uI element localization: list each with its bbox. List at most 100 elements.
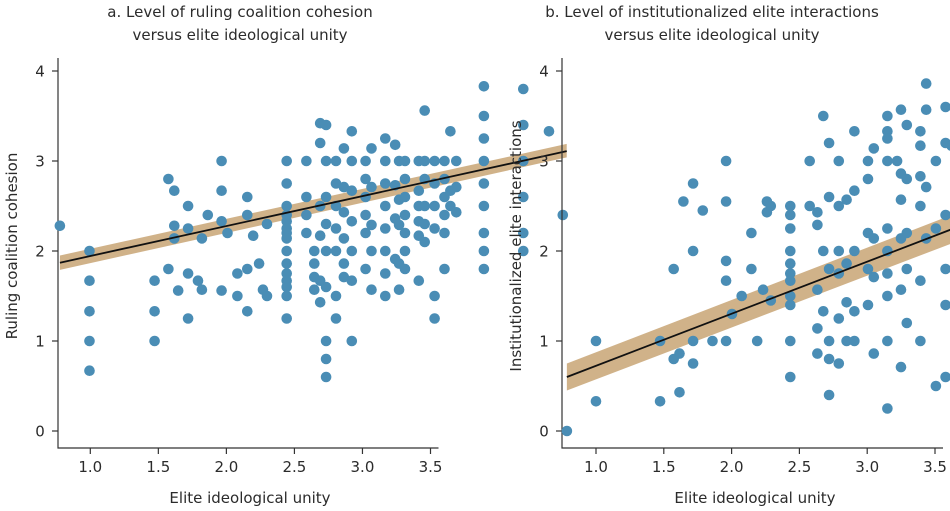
panel-b-data-point	[901, 119, 913, 131]
panel-a-data-point	[399, 173, 411, 185]
panel-a-y-tick-label: 2	[35, 243, 45, 261]
panel-a-data-point	[232, 290, 243, 302]
panel-a-data-point	[216, 216, 227, 227]
panel-a-data-point	[380, 178, 391, 189]
panel-a-data-point	[543, 126, 555, 137]
panel-b-data-point	[707, 335, 718, 347]
panel-a-data-point	[419, 200, 431, 212]
panel-b-data-point	[930, 155, 942, 167]
panel-a-data-point	[192, 275, 204, 287]
panel-b-data-point	[674, 387, 685, 398]
panel-b-data-point	[901, 263, 913, 275]
panel-a-data-point	[518, 119, 529, 131]
panel-a-fit-line	[59, 150, 567, 264]
panel-a-data-point	[393, 219, 405, 231]
panel-b-data-point	[751, 335, 763, 347]
panel-b-data-point	[812, 207, 823, 218]
panel-a-data-point	[253, 258, 265, 269]
panel-a-data-point	[172, 285, 184, 296]
panel-a-data-point	[338, 233, 350, 244]
panel-b-data-point	[804, 155, 815, 167]
panel-a-x-tick-label: 3.5	[419, 458, 443, 476]
panel-a-data-point	[399, 245, 411, 257]
panel-b-data-point	[687, 335, 699, 347]
panel-a-data-point	[301, 155, 312, 167]
panel-b-data-point	[674, 348, 685, 359]
panel-b-data-point	[687, 178, 699, 189]
panel-b-data-point	[785, 245, 796, 257]
panel-a-data-point	[366, 181, 377, 193]
panel-b-data-point	[668, 263, 679, 275]
panel-a-data-point	[346, 275, 358, 287]
panel-b-x-tick-label: 2.5	[787, 458, 811, 476]
panel-a-data-point	[232, 268, 243, 279]
panel-b-y-tick-label: 0	[539, 423, 549, 441]
panel-b-data-point	[561, 425, 573, 437]
panel-a-data-point	[439, 209, 450, 221]
panel-b-x-tick-label: 1.0	[584, 458, 608, 476]
panel-b-data-point	[882, 268, 893, 279]
panel-a-data-point	[346, 335, 358, 347]
panel-a-data-point	[399, 209, 411, 221]
panel-a-data-point	[360, 263, 371, 275]
panel-b-data-point	[862, 299, 874, 311]
panel-b-data-point	[823, 137, 835, 149]
panel-a-data-point	[247, 230, 259, 241]
panel-a-data-point	[309, 284, 320, 296]
panel-b-x-axis-label: Elite ideological unity	[674, 489, 835, 507]
panel-b-data-point	[812, 219, 823, 231]
panel-a-data-point	[202, 209, 214, 221]
panel-b-plot-area: 0 1 2 3 4 1.0 1.5 2.0 2.5 3.0 3.5	[539, 58, 950, 476]
panel-a-data-point	[330, 313, 342, 324]
panel-a-data-point	[314, 230, 326, 241]
panel-b-data-point	[833, 245, 845, 257]
panel-b-data-point	[590, 335, 602, 347]
panel-a-data-point	[84, 365, 95, 377]
panel-a-data-point	[360, 209, 371, 221]
panel-a-data-point	[242, 191, 253, 203]
panel-b-data-point	[862, 155, 874, 167]
panel-a-x-tick-label: 2.0	[214, 458, 238, 476]
panel-b-data-point	[823, 263, 835, 275]
panel-b-x-tick-label: 2.0	[720, 458, 744, 476]
panel-a-data-point	[309, 245, 320, 257]
panel-a-data-point	[182, 223, 194, 234]
panel-a-x-axis-label: Elite ideological unity	[169, 489, 330, 507]
panel-a-data-point	[478, 133, 490, 144]
panel-b-data-point	[785, 223, 796, 234]
panel-a-subtitle: versus elite ideological unity	[132, 26, 347, 44]
panel-a-data-point	[314, 297, 326, 308]
panel-a-x-tick-label: 2.5	[282, 458, 306, 476]
panel-a-data-point	[320, 218, 332, 230]
panel-a-data-point	[366, 284, 377, 296]
panel-a-data-point	[360, 155, 371, 167]
panel-a-data-point	[478, 81, 490, 92]
panel-a-y-tick-label: 3	[35, 153, 45, 171]
panel-b-data-point	[785, 290, 796, 302]
panel-a-data-point	[557, 209, 569, 221]
panel-b-data-point	[823, 335, 835, 347]
panel-b-data-point	[833, 200, 845, 212]
panel-a-data-point	[320, 155, 332, 167]
panel-a-data-point	[413, 275, 425, 287]
panel-b-data-point	[940, 371, 950, 383]
panel-b-data-point	[940, 209, 950, 221]
panel-a-data-point	[320, 371, 332, 383]
panel-b-data-point	[895, 361, 907, 373]
panel-a-data-point	[320, 191, 332, 203]
panel-b-data-point	[915, 335, 926, 347]
panel-b-data-point	[915, 126, 926, 137]
panel-a-y-tick-label: 4	[35, 63, 45, 81]
panel-a-data-point	[413, 185, 425, 196]
panel-b-data-point	[895, 194, 907, 205]
panel-a: a. Level of ruling coalition cohesion ve…	[3, 3, 569, 507]
panel-a-x-tick-label: 3.0	[351, 458, 375, 476]
panel-b-data-point	[849, 126, 860, 137]
panel-b-data-point	[930, 380, 942, 392]
panel-a-data-point	[366, 143, 377, 154]
panel-a-data-point	[182, 200, 194, 212]
panel-b-data-point	[940, 101, 950, 113]
panel-a-data-point	[366, 219, 377, 231]
panel-a-data-point	[478, 200, 490, 212]
